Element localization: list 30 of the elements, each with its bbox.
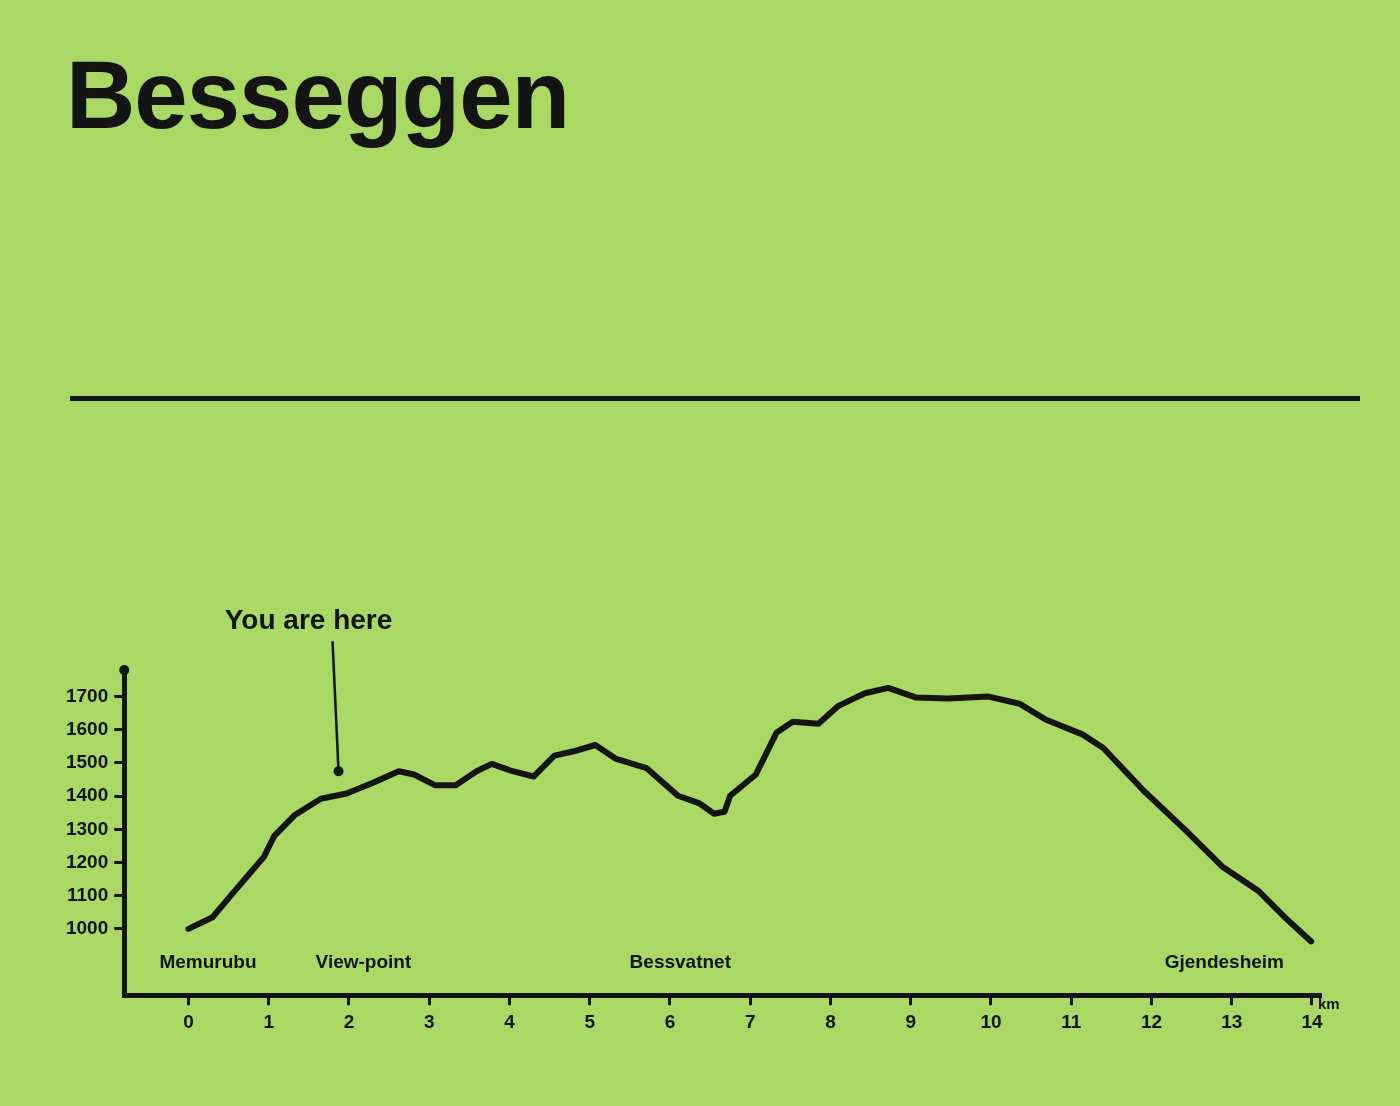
- y-tick-label: 1500: [65, 751, 109, 773]
- y-tick-label: 1300: [65, 817, 109, 839]
- annotation: Memurubu: [159, 951, 257, 973]
- x-tick-label: 3: [423, 1010, 435, 1032]
- annotation: Gjendesheim: [1164, 951, 1285, 973]
- x-tick-label: 11: [1061, 1010, 1082, 1032]
- x-tick-label: 1: [263, 1010, 275, 1032]
- annotation: View-point: [315, 951, 412, 973]
- annotation: You are here: [224, 603, 393, 635]
- x-tick-label: 10: [980, 1010, 1002, 1032]
- x-tick-label: 4: [504, 1010, 516, 1032]
- y-tick-label: 1200: [65, 850, 109, 872]
- x-tick-label: 5: [584, 1010, 596, 1032]
- x-tick-label: 2: [343, 1010, 355, 1032]
- x-tick-label: 0: [183, 1010, 194, 1032]
- chart-title: Besseggen: [66, 40, 570, 150]
- y-tick-label: 1700: [65, 684, 109, 706]
- x-tick-label: 13: [1221, 1010, 1243, 1032]
- y-tick-label: 1000: [65, 917, 109, 939]
- y-tick-label: 1100: [67, 883, 109, 905]
- annotation: Bessvatnet: [629, 951, 732, 973]
- x-tick-label: 7: [744, 1010, 756, 1032]
- x-tick-label: 12: [1140, 1010, 1163, 1032]
- x-tick-label: 14: [1301, 1010, 1323, 1032]
- y-tick-label: 1400: [65, 784, 109, 806]
- x-tick-label: 6: [664, 1010, 676, 1032]
- x-tick-label: 8: [825, 1010, 836, 1032]
- y-tick-label: 1600: [65, 717, 109, 739]
- x-axis-title: km: [1317, 994, 1340, 1012]
- x-tick-label: 9: [905, 1010, 917, 1032]
